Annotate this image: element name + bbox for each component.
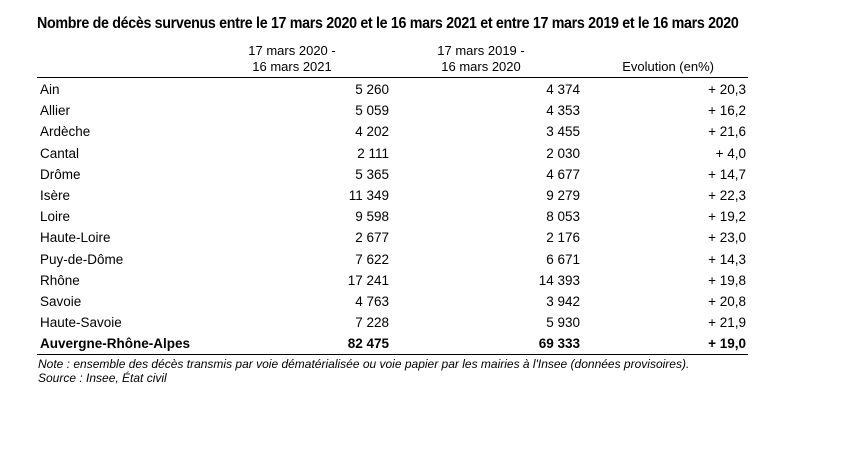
deaths-2020-2021-cell: 9 598 <box>355 209 389 225</box>
deaths-2019-2020-cell: 2 176 <box>546 230 580 246</box>
department-name-cell: Haute-Loire <box>40 230 111 246</box>
deaths-2019-2020-cell: 4 677 <box>546 166 580 182</box>
table-top-rule <box>37 77 748 78</box>
evolution-percent-cell: + 16,2 <box>708 103 746 119</box>
table-row: Drôme 5 365 4 677 + 14,7 <box>37 164 748 185</box>
table-row: Allier 5 059 4 353 + 16,2 <box>37 100 748 121</box>
evolution-percent-cell: + 23,0 <box>708 230 746 246</box>
department-name-cell: Auvergne-Rhône-Alpes <box>40 336 191 352</box>
department-name-cell: Loire <box>40 209 71 225</box>
deaths-2020-2021-cell: 82 475 <box>347 336 389 352</box>
evolution-percent-cell: + 20,8 <box>708 293 746 309</box>
evolution-percent-cell: + 20,3 <box>708 82 746 97</box>
column-header-line: 17 mars 2019 - <box>437 43 525 58</box>
evolution-percent-cell: + 22,3 <box>708 187 746 203</box>
deaths-2019-2020-cell: 69 333 <box>538 336 580 352</box>
table-row: Puy-de-Dôme 7 622 6 671 + 14,3 <box>37 249 748 270</box>
deaths-2020-2021-cell: 4 202 <box>355 124 389 140</box>
table-body: Ain 5 260 4 374 + 20,3 Allier 5 059 4 353 + 16,… <box>37 79 748 354</box>
deaths-2020-2021-cell: 7 622 <box>355 251 389 267</box>
table-row: Haute-Loire 2 677 2 176 + 23,0 <box>37 227 748 248</box>
deaths-2019-2020-cell: 8 053 <box>546 209 580 225</box>
deaths-2020-2021-cell: 2 677 <box>355 230 389 246</box>
department-name-cell: Cantal <box>40 145 80 161</box>
evolution-percent-cell: + 19,0 <box>708 336 746 352</box>
department-name-cell: Drôme <box>40 166 81 182</box>
evolution-percent-cell: + 21,9 <box>708 315 746 331</box>
deaths-2019-2020-cell: 5 930 <box>546 315 580 331</box>
deaths-2019-2020-cell: 2 030 <box>546 145 580 161</box>
column-header-evolution: Evolution (en%) <box>622 59 714 75</box>
table-row: Ain 5 260 4 374 + 20,3 <box>37 79 748 100</box>
column-header-2019-2020: 17 mars 2019 - 16 mars 2020 <box>426 43 536 75</box>
evolution-percent-cell: + 19,8 <box>708 272 746 288</box>
table-bottom-rule <box>37 354 748 355</box>
evolution-percent-cell: + 14,3 <box>708 251 746 267</box>
evolution-percent-cell: + 4,0 <box>715 145 746 161</box>
deaths-2019-2020-cell: 3 455 <box>546 124 580 140</box>
deaths-2020-2021-cell: 5 365 <box>355 166 389 182</box>
department-name-cell: Ardèche <box>40 124 91 140</box>
department-name-cell: Rhône <box>40 272 80 288</box>
table-row: Isère 11 349 9 279 + 22,3 <box>37 185 748 206</box>
column-header-line: Evolution (en%) <box>622 59 714 74</box>
deaths-2019-2020-cell: 4 374 <box>546 82 580 97</box>
footnote-source: Source : Insee, État civil <box>38 371 167 385</box>
deaths-2020-2021-cell: 17 241 <box>347 272 389 288</box>
evolution-percent-cell: + 14,7 <box>708 166 746 182</box>
table-row: Savoie 4 763 3 942 + 20,8 <box>37 291 748 312</box>
footnote-note: Note : ensemble des décès transmis par v… <box>38 357 690 371</box>
deaths-2019-2020-cell: 6 671 <box>546 251 580 267</box>
column-header-line: 17 mars 2020 - <box>248 43 336 58</box>
deaths-2019-2020-cell: 14 393 <box>538 272 580 288</box>
deaths-2019-2020-cell: 9 279 <box>546 187 580 203</box>
department-name-cell: Haute-Savoie <box>40 315 122 331</box>
department-name-cell: Isère <box>40 187 71 203</box>
department-name-cell: Ain <box>40 82 60 97</box>
department-name-cell: Savoie <box>40 293 82 309</box>
department-name-cell: Puy-de-Dôme <box>40 251 124 267</box>
deaths-2020-2021-cell: 2 111 <box>357 145 389 161</box>
column-header-line: 16 mars 2021 <box>252 59 332 74</box>
table-row: Cantal 2 111 2 030 + 4,0 <box>37 143 748 164</box>
table-row: Ardèche 4 202 3 455 + 21,6 <box>37 121 748 142</box>
deaths-2020-2021-cell: 5 260 <box>355 82 389 97</box>
deaths-2020-2021-cell: 11 349 <box>348 187 389 203</box>
department-name-cell: Allier <box>40 103 71 119</box>
evolution-percent-cell: + 19,2 <box>708 209 746 225</box>
table-row: Haute-Savoie 7 228 5 930 + 21,9 <box>37 312 748 333</box>
column-header-line: 16 mars 2020 <box>441 59 521 74</box>
deaths-2020-2021-cell: 7 228 <box>355 315 389 331</box>
column-header-2020-2021: 17 mars 2020 - 16 mars 2021 <box>237 43 347 75</box>
table-row: Rhône 17 241 14 393 + 19,8 <box>37 270 748 291</box>
page-title: Nombre de décès survenus entre le 17 mar… <box>37 15 739 32</box>
deaths-2020-2021-cell: 5 059 <box>355 103 389 119</box>
deaths-2020-2021-cell: 4 763 <box>355 293 389 309</box>
table-total-row: Auvergne-Rhône-Alpes 82 475 69 333 + 19,0 <box>37 333 748 354</box>
evolution-percent-cell: + 21,6 <box>708 124 746 140</box>
deaths-2019-2020-cell: 3 942 <box>546 293 580 309</box>
deaths-2019-2020-cell: 4 353 <box>546 103 580 119</box>
table-row: Loire 9 598 8 053 + 19,2 <box>37 206 748 227</box>
